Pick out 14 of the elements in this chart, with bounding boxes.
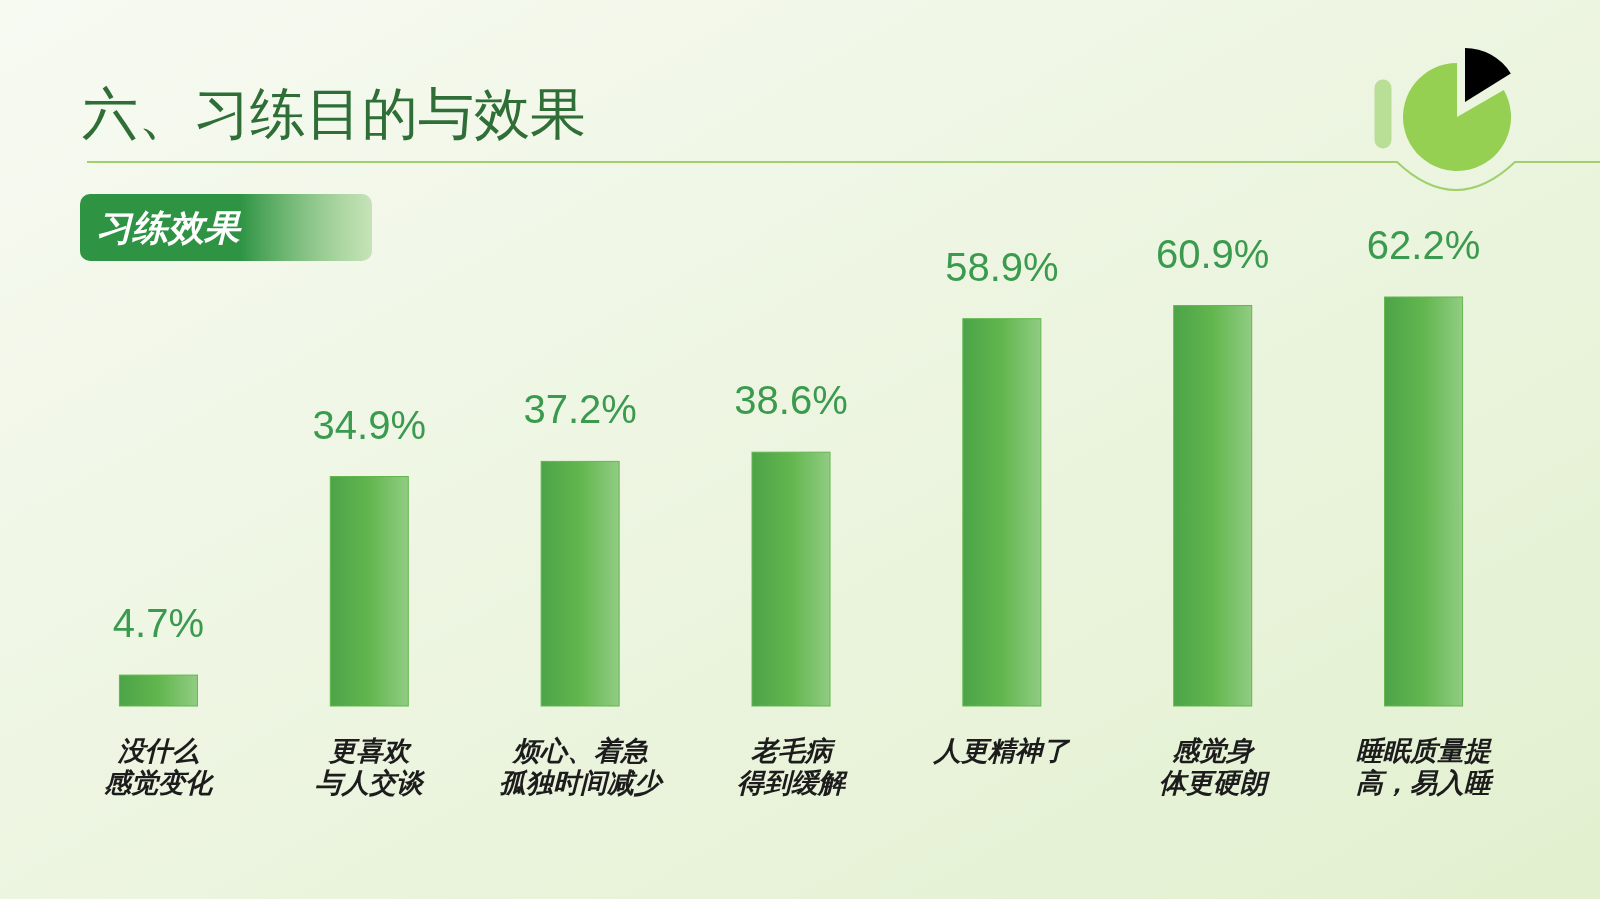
subtitle: 习练效果	[96, 207, 240, 248]
data-label: 37.2%	[523, 387, 637, 432]
data-label: 4.7%	[112, 601, 204, 646]
category-label: 更喜欢与人交谈	[315, 736, 424, 798]
data-label: 58.9%	[945, 244, 1059, 289]
category-label: 人更精神了	[934, 736, 1070, 766]
category-label: 没什么感觉变化	[104, 736, 213, 798]
data-label: 38.6%	[734, 378, 848, 423]
title: 六、习练目的与效果	[82, 82, 586, 145]
data-label: 34.9%	[312, 402, 426, 447]
category-label: 烦心、着急孤独时间减少	[499, 736, 662, 798]
data-label: 62.2%	[1366, 223, 1481, 267]
category-label: 睡眠质量提高，易入睡	[1356, 736, 1492, 798]
data-label: 60.9%	[1156, 231, 1270, 276]
